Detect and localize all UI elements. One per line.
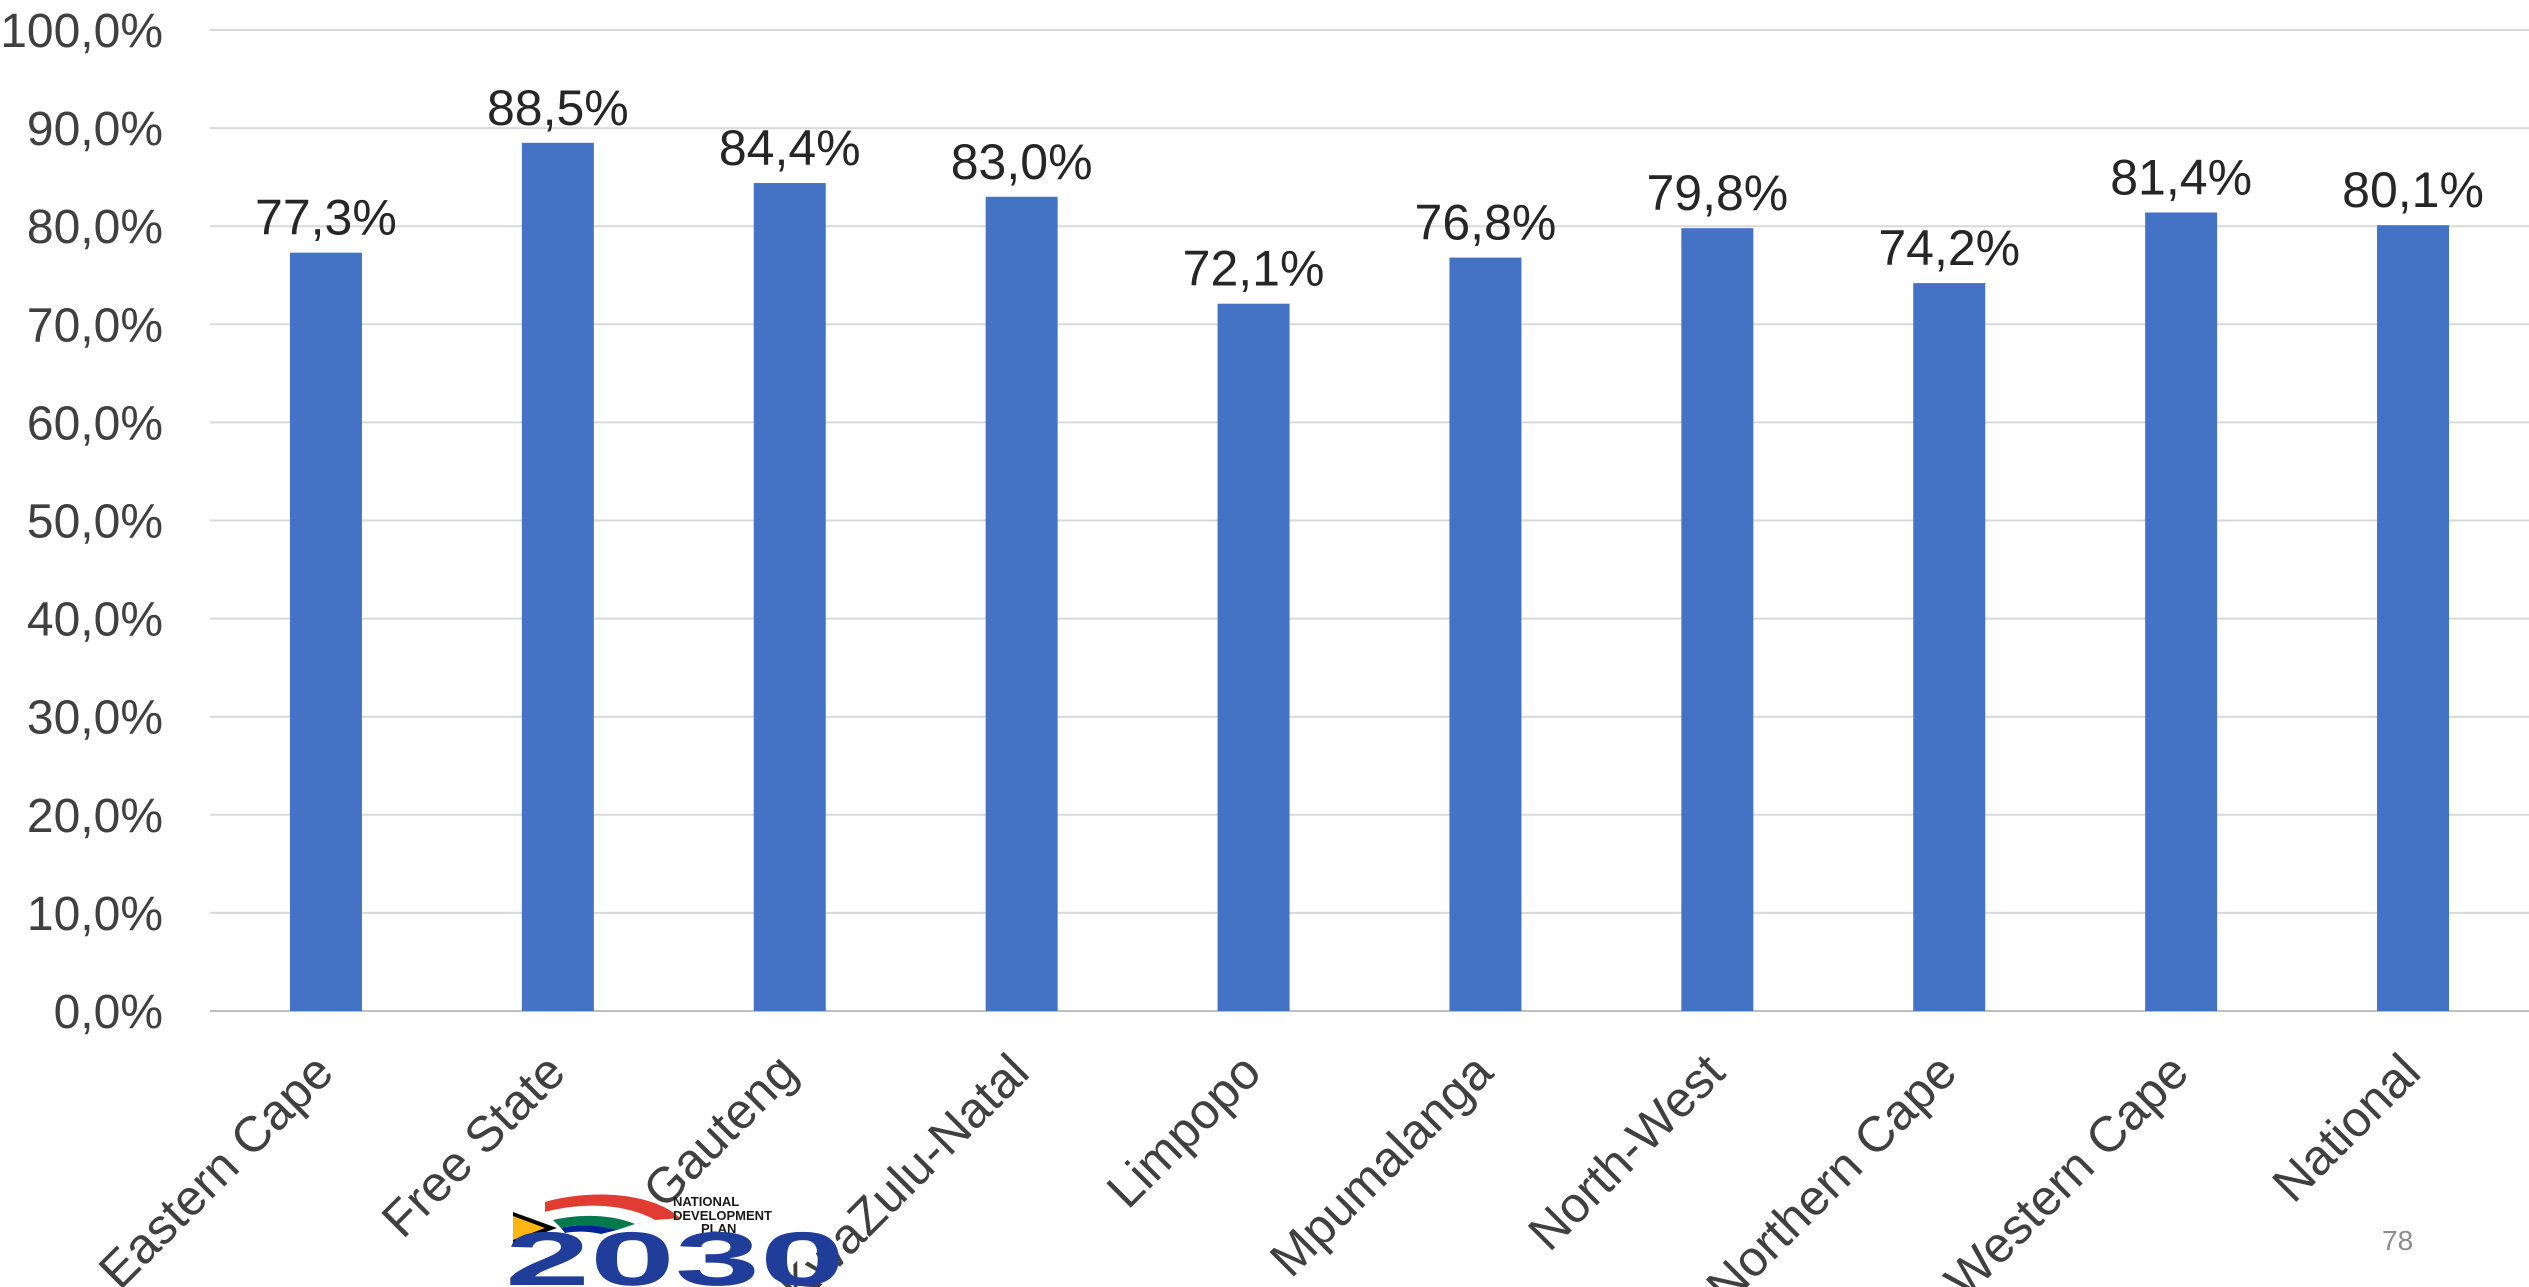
data-label: 81,4% (2110, 149, 2252, 205)
bar (1217, 303, 1290, 1012)
y-tick-label: 70,0% (27, 299, 163, 352)
national-development-plan-logo: NATIONAL DEVELOPMENT PLAN 2030 (505, 1194, 845, 1287)
y-tick-label: 40,0% (27, 594, 163, 647)
category-labels: Eastern Cape Free State GautengKwaZulu-Nat… (88, 1043, 2431, 1287)
category-label: North-West (1517, 1043, 1735, 1261)
bar (1449, 257, 1522, 1011)
bar (753, 183, 826, 1011)
logo-text-development: DEVELOPMENT (673, 1208, 772, 1223)
flag-swoosh-icon (513, 1194, 680, 1244)
y-tick-label: 50,0% (27, 496, 163, 549)
y-tick-label: 30,0% (27, 692, 163, 745)
y-tick-label: 90,0% (27, 103, 163, 156)
bar (985, 196, 1058, 1011)
bar (1913, 283, 1986, 1011)
logo-text-national: NATIONAL (673, 1194, 739, 1209)
gridlines (210, 29, 2529, 1012)
category-label: Western Cape (1934, 1043, 2199, 1287)
data-label: 84,4% (719, 120, 861, 176)
y-tick-label: 60,0% (27, 397, 163, 450)
data-label: 80,1% (2342, 162, 2484, 218)
y-axis-ticks: 0,0% 10,0% 20,0% 30,0% 40,0% 50,0% 60,0% 70,0% 8… (0, 5, 163, 1039)
category-label: Northern Cape (1696, 1043, 1968, 1287)
category-label: Limpopo (1096, 1043, 1271, 1218)
y-tick-label: 100,0% (0, 5, 163, 58)
bar (1681, 228, 1754, 1012)
logo-year: 2030 (505, 1217, 845, 1287)
bar (2377, 225, 2450, 1011)
bar (2145, 212, 2218, 1011)
y-tick-label: 10,0% (27, 888, 163, 941)
bar (289, 252, 362, 1011)
data-label: 76,8% (1415, 195, 1557, 251)
data-label: 83,0% (951, 134, 1093, 190)
data-labels: 77,3% 88,5% 84,4% 83,0% 72,1% 76,8% 79,8% 74,2%… (255, 80, 2484, 297)
bars (289, 142, 2450, 1012)
y-tick-label: 80,0% (27, 201, 163, 254)
category-label: Mpumalanga (1259, 1043, 1503, 1287)
data-label: 74,2% (1878, 220, 2020, 276)
category-label: National (2262, 1043, 2431, 1212)
y-tick-label: 0,0% (54, 986, 163, 1039)
bar (521, 142, 594, 1011)
y-tick-label: 20,0% (27, 790, 163, 843)
data-label: 77,3% (255, 190, 397, 246)
category-label: Eastern Cape (88, 1043, 344, 1287)
data-label: 88,5% (487, 80, 629, 136)
data-label: 79,8% (1646, 165, 1788, 221)
logo-text-plan: PLAN (701, 1221, 736, 1236)
page-number: 78 (2382, 1225, 2414, 1256)
data-label: 72,1% (1183, 241, 1325, 297)
